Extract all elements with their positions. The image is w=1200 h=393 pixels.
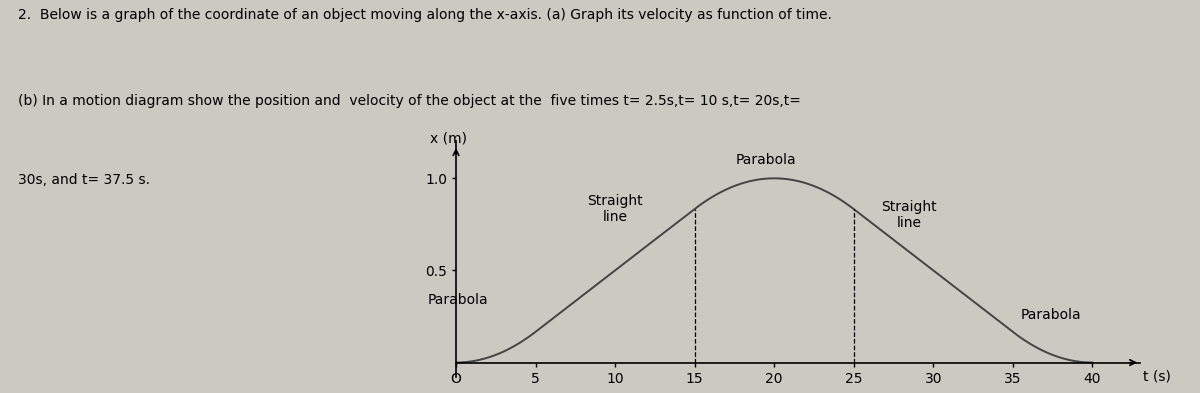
Text: t (s): t (s) — [1144, 370, 1171, 384]
Text: x (m): x (m) — [430, 131, 467, 145]
Text: (b) In a motion diagram show the position and  velocity of the object at the  fi: (b) In a motion diagram show the positio… — [18, 94, 800, 108]
Text: Parabola: Parabola — [1021, 308, 1081, 322]
Text: Parabola: Parabola — [736, 153, 797, 167]
Text: 2.  Below is a graph of the coordinate of an object moving along the x-axis. (a): 2. Below is a graph of the coordinate of… — [18, 8, 832, 22]
Text: Straight
line: Straight line — [587, 194, 643, 224]
Text: 30s, and t= 37.5 s.: 30s, and t= 37.5 s. — [18, 173, 150, 187]
Text: Straight
line: Straight line — [882, 200, 937, 230]
Text: Parabola: Parabola — [427, 293, 488, 307]
